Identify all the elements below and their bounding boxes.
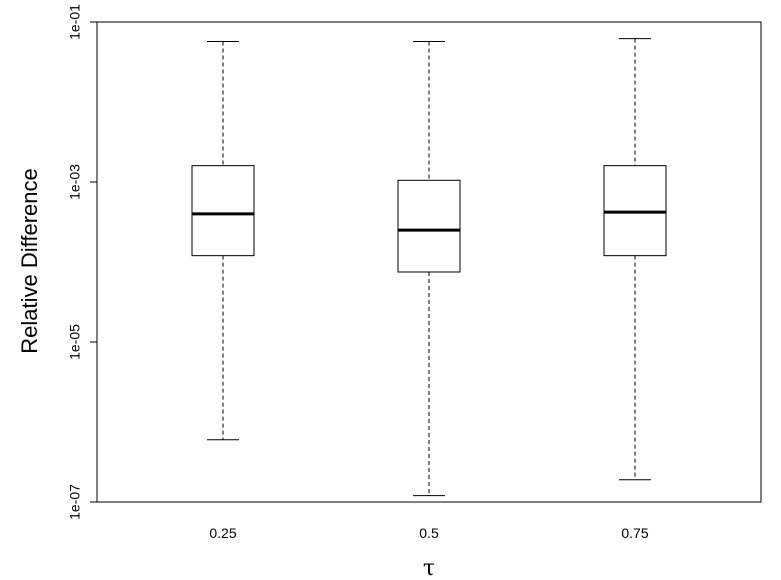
y-tick-label: 1e-03 — [67, 164, 83, 200]
x-tick-label: 0.75 — [621, 525, 648, 541]
box-0.75 — [603, 38, 667, 481]
box-0.5 — [397, 41, 461, 497]
x-axis: 0.25 0.5 0.75 — [209, 525, 648, 541]
x-tick-label: 0.25 — [209, 525, 236, 541]
iqr-box — [191, 165, 255, 257]
y-tick-label: 1e-01 — [67, 4, 83, 40]
iqr-box — [397, 179, 461, 273]
y-axis: 1e-07 1e-05 1e-03 1e-01 — [67, 4, 98, 520]
y-axis-title: Relative Difference — [17, 168, 42, 353]
y-tick-label: 1e-05 — [67, 324, 83, 360]
x-tick-label: 0.5 — [419, 525, 439, 541]
x-axis-title: τ — [423, 556, 435, 580]
y-tick-label: 1e-07 — [67, 484, 83, 520]
box-0.25 — [191, 41, 255, 441]
boxes — [191, 38, 667, 497]
